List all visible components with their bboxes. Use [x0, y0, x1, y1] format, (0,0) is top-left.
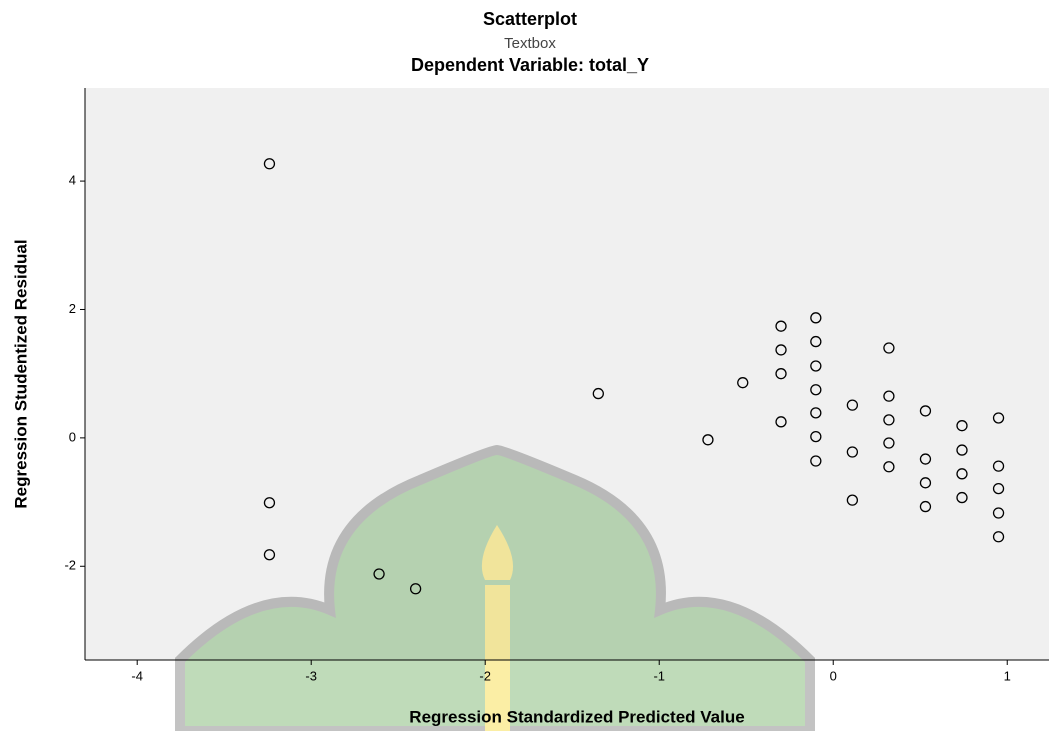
point [883, 437, 895, 449]
point [992, 507, 1005, 519]
point [737, 377, 749, 389]
point [810, 360, 822, 372]
point [992, 482, 1005, 495]
watermark [175, 444, 815, 731]
x-tick-label: -2 [479, 668, 491, 683]
point [775, 368, 787, 380]
point [883, 414, 895, 426]
point [992, 460, 1005, 472]
x-tick-label: 1 [1004, 668, 1011, 683]
point [883, 461, 895, 473]
point [919, 477, 932, 489]
x-tick-label: -3 [305, 668, 317, 683]
y-tick-label: -2 [64, 558, 76, 573]
lamp [481, 525, 514, 580]
y-tick-label: 4 [69, 173, 76, 188]
point [846, 494, 859, 506]
point [956, 444, 968, 456]
point [810, 455, 822, 467]
point [846, 399, 859, 411]
point [409, 583, 422, 595]
chart-title: Scatterplot [483, 9, 577, 29]
point [956, 420, 968, 432]
y-tick-label: 0 [69, 429, 76, 444]
subtitle: Textbox [504, 35, 556, 52]
point [810, 335, 822, 348]
point [592, 387, 604, 400]
point [810, 430, 822, 443]
point [846, 446, 859, 458]
plot-area [85, 88, 1049, 660]
point [956, 468, 968, 480]
point [775, 320, 787, 332]
point [919, 500, 932, 513]
y-axis-label: Regression Studentized Residual [11, 239, 30, 508]
point [263, 549, 276, 561]
x-tick-label: -4 [131, 668, 143, 683]
x-tick-label: 0 [830, 668, 837, 683]
point [263, 497, 276, 509]
x-tick-label: -1 [653, 668, 665, 683]
x-axis-label: Regression Standardized Predicted Value [409, 707, 744, 726]
point [810, 407, 822, 419]
dome [175, 444, 815, 731]
point [992, 531, 1005, 543]
y-tick-label: 2 [69, 301, 76, 316]
point [373, 568, 385, 580]
point [810, 384, 822, 396]
point [956, 491, 968, 504]
point [810, 312, 822, 324]
point [775, 344, 787, 356]
point [702, 434, 714, 446]
point [883, 390, 895, 402]
point [919, 453, 932, 465]
point [775, 416, 787, 428]
pillar [485, 585, 510, 731]
chart-title-2: Dependent Variable: total_Y [411, 55, 649, 75]
point [883, 342, 895, 354]
point [263, 158, 276, 170]
point [992, 412, 1005, 424]
point [919, 405, 932, 417]
